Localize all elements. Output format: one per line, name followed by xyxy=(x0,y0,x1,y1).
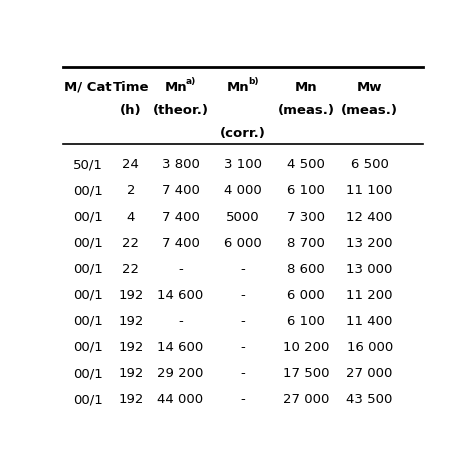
Text: 11 400: 11 400 xyxy=(346,315,393,328)
Text: Mn: Mn xyxy=(227,81,250,93)
Text: 4: 4 xyxy=(127,210,135,224)
Text: 11 200: 11 200 xyxy=(346,289,393,302)
Text: 22: 22 xyxy=(122,263,139,276)
Text: 00/1: 00/1 xyxy=(73,315,102,328)
Text: -: - xyxy=(178,315,183,328)
Text: 10 200: 10 200 xyxy=(283,341,329,354)
Text: 2: 2 xyxy=(127,184,135,197)
Text: Mw: Mw xyxy=(357,81,383,93)
Text: a): a) xyxy=(186,77,196,86)
Text: 6 100: 6 100 xyxy=(287,315,325,328)
Text: 7 400: 7 400 xyxy=(162,237,200,250)
Text: -: - xyxy=(240,289,246,302)
Text: 11 100: 11 100 xyxy=(346,184,393,197)
Text: 5000: 5000 xyxy=(226,210,260,224)
Text: 22: 22 xyxy=(122,237,139,250)
Text: 00/1: 00/1 xyxy=(73,341,102,354)
Text: -: - xyxy=(240,263,246,276)
Text: 192: 192 xyxy=(118,289,144,302)
Text: 29 200: 29 200 xyxy=(157,367,204,380)
Text: -: - xyxy=(178,263,183,276)
Text: 6 100: 6 100 xyxy=(287,184,325,197)
Text: b): b) xyxy=(248,77,258,86)
Text: 3 100: 3 100 xyxy=(224,158,262,171)
Text: 4 000: 4 000 xyxy=(224,184,262,197)
Text: 50/1: 50/1 xyxy=(73,158,103,171)
Text: 13 200: 13 200 xyxy=(346,237,393,250)
Text: 7 400: 7 400 xyxy=(162,210,200,224)
Text: 192: 192 xyxy=(118,393,144,406)
Text: 6 000: 6 000 xyxy=(287,289,325,302)
Text: 192: 192 xyxy=(118,367,144,380)
Text: M/ Cat: M/ Cat xyxy=(64,81,111,93)
Text: 17 500: 17 500 xyxy=(283,367,329,380)
Text: 3 800: 3 800 xyxy=(162,158,200,171)
Text: 00/1: 00/1 xyxy=(73,210,102,224)
Text: (corr.): (corr.) xyxy=(220,127,266,140)
Text: -: - xyxy=(240,367,246,380)
Text: 6 000: 6 000 xyxy=(224,237,262,250)
Text: 6 500: 6 500 xyxy=(351,158,389,171)
Text: 43 500: 43 500 xyxy=(346,393,393,406)
Text: 00/1: 00/1 xyxy=(73,263,102,276)
Text: 192: 192 xyxy=(118,341,144,354)
Text: 16 000: 16 000 xyxy=(346,341,393,354)
Text: 27 000: 27 000 xyxy=(283,393,329,406)
Text: 8 700: 8 700 xyxy=(287,237,325,250)
Text: 7 400: 7 400 xyxy=(162,184,200,197)
Text: 4 500: 4 500 xyxy=(287,158,325,171)
Text: 27 000: 27 000 xyxy=(346,367,393,380)
Text: -: - xyxy=(240,393,246,406)
Text: Time: Time xyxy=(113,81,149,93)
Text: 00/1: 00/1 xyxy=(73,237,102,250)
Text: 13 000: 13 000 xyxy=(346,263,393,276)
Text: (theor.): (theor.) xyxy=(153,104,209,117)
Text: 00/1: 00/1 xyxy=(73,393,102,406)
Text: (meas.): (meas.) xyxy=(341,104,398,117)
Text: 8 600: 8 600 xyxy=(287,263,325,276)
Text: Mn: Mn xyxy=(165,81,187,93)
Text: 00/1: 00/1 xyxy=(73,367,102,380)
Text: 00/1: 00/1 xyxy=(73,184,102,197)
Text: (h): (h) xyxy=(120,104,142,117)
Text: -: - xyxy=(240,315,246,328)
Text: (meas.): (meas.) xyxy=(278,104,335,117)
Text: 00/1: 00/1 xyxy=(73,289,102,302)
Text: 192: 192 xyxy=(118,315,144,328)
Text: 24: 24 xyxy=(122,158,139,171)
Text: 7 300: 7 300 xyxy=(287,210,325,224)
Text: 44 000: 44 000 xyxy=(157,393,203,406)
Text: Mn: Mn xyxy=(295,81,318,93)
Text: 12 400: 12 400 xyxy=(346,210,393,224)
Text: 14 600: 14 600 xyxy=(157,341,204,354)
Text: 14 600: 14 600 xyxy=(157,289,204,302)
Text: -: - xyxy=(240,341,246,354)
